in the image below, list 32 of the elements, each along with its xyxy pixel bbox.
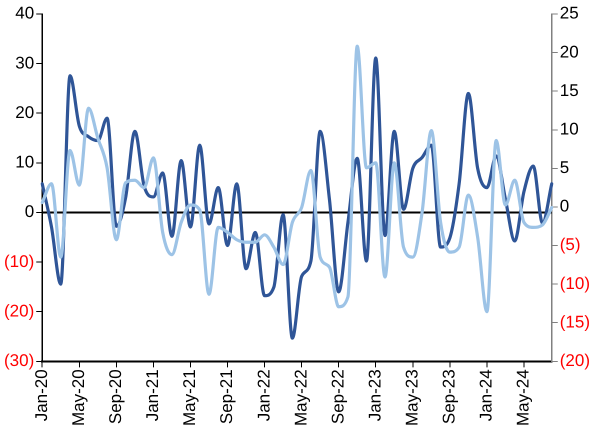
y-tick-label: (10) [4,252,34,271]
y2-tick-label: 15 [560,80,579,100]
y2-tick-label: (5) [560,235,581,254]
y-tick-label: 0 [24,202,34,222]
x-tick-label: May-23 [402,369,422,426]
x-tick-label: Sep-20 [106,369,126,424]
y2-tick-label: 0 [560,196,570,216]
y2-tick-label: 10 [560,119,579,138]
y-tick-label: (20) [4,301,34,320]
x-tick-label: May-20 [68,369,88,426]
x-tick-label: Sep-21 [217,369,236,424]
y2-tick-label: (20) [560,351,590,370]
x-tick-label: Jan-24 [476,369,496,422]
x-tick-label: Jan-22 [254,369,274,422]
x-tick-label: Sep-23 [440,369,459,424]
x-tick-label: Jan-20 [32,369,51,422]
y-tick-label: (30) [4,351,34,370]
y2-tick-label: (10) [560,274,590,293]
y-tick-label: 10 [15,152,34,172]
y2-tick-label: 5 [560,158,570,178]
y2-tick-label: 25 [560,4,579,23]
x-tick-label: May-24 [514,369,533,426]
x-tick-label: Jan-23 [365,369,384,422]
y-tick-label: 30 [15,53,34,72]
y-tick-label: 20 [15,102,34,122]
x-tick-label: May-21 [180,369,200,426]
x-tick-label: Jan-21 [143,369,162,422]
y-tick-label: 40 [15,4,34,23]
x-tick-label: Sep-22 [328,369,348,424]
x-tick-label: May-22 [291,369,310,426]
y2-tick-label: (15) [560,312,590,332]
y2-tick-label: 20 [560,42,579,62]
